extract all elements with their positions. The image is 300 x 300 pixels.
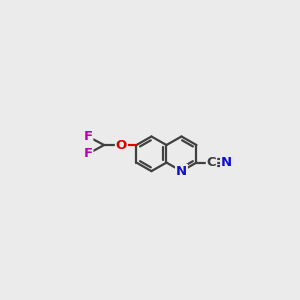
Text: C: C <box>207 156 216 169</box>
Text: O: O <box>116 139 127 152</box>
Text: N: N <box>221 156 232 169</box>
Text: F: F <box>83 130 92 143</box>
Text: N: N <box>176 165 187 178</box>
Text: F: F <box>83 147 92 160</box>
